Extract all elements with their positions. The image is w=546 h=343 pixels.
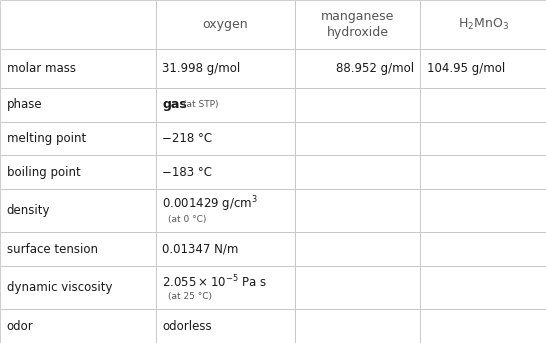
Text: oxygen: oxygen [203, 18, 248, 31]
Text: 88.952 g/mol: 88.952 g/mol [336, 62, 414, 75]
Text: $2.055\times10^{-5}\ \mathrm{Pa\ s}$: $2.055\times10^{-5}\ \mathrm{Pa\ s}$ [162, 273, 267, 290]
Text: odorless: odorless [162, 320, 212, 333]
Text: density: density [7, 204, 50, 217]
Text: phase: phase [7, 98, 42, 111]
Text: gas: gas [162, 98, 187, 111]
Text: (at STP): (at STP) [183, 100, 218, 109]
Text: (at 0 °C): (at 0 °C) [168, 215, 206, 224]
Text: odor: odor [7, 320, 33, 333]
Text: $\mathrm{H_2MnO_3}$: $\mathrm{H_2MnO_3}$ [458, 17, 509, 32]
Text: 104.95 g/mol: 104.95 g/mol [427, 62, 505, 75]
Text: 31.998 g/mol: 31.998 g/mol [162, 62, 240, 75]
Text: surface tension: surface tension [7, 243, 98, 256]
Text: −218 °C: −218 °C [162, 132, 212, 145]
Text: 0.01347 N/m: 0.01347 N/m [162, 243, 239, 256]
Text: $0.001429\ \mathrm{g/cm^3}$: $0.001429\ \mathrm{g/cm^3}$ [162, 195, 258, 214]
Text: −183 °C: −183 °C [162, 166, 212, 179]
Text: manganese
hydroxide: manganese hydroxide [321, 10, 394, 39]
Text: (at 25 °C): (at 25 °C) [168, 292, 212, 301]
Text: melting point: melting point [7, 132, 86, 145]
Text: dynamic viscosity: dynamic viscosity [7, 281, 112, 294]
Text: boiling point: boiling point [7, 166, 80, 179]
Text: molar mass: molar mass [7, 62, 75, 75]
